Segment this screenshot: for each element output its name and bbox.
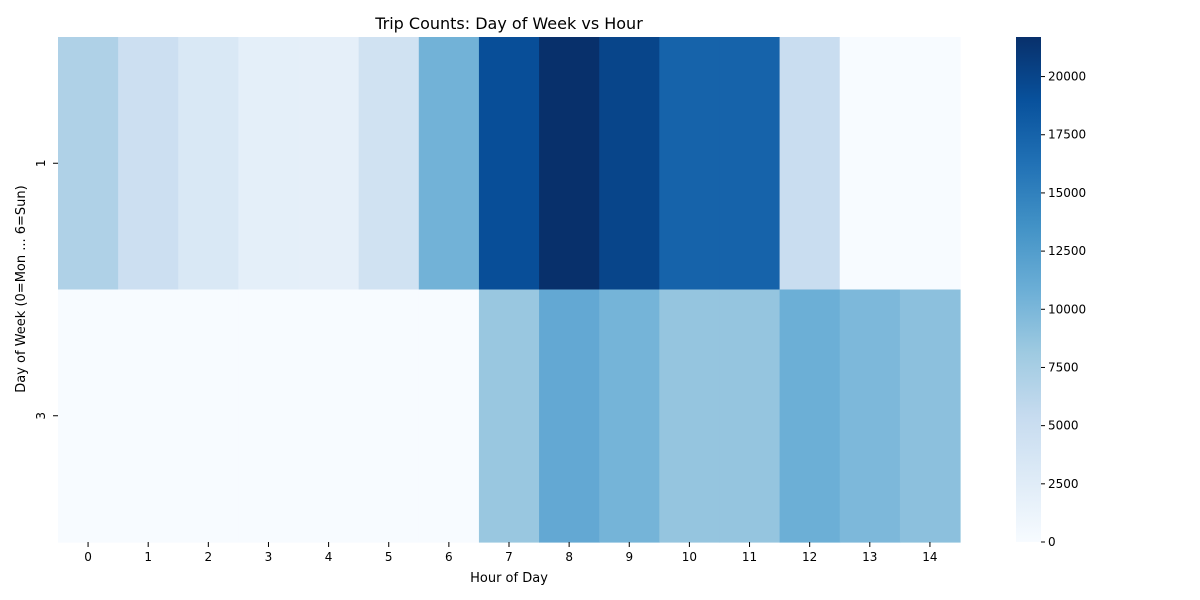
colorbar-tick-label: 10000 xyxy=(1048,302,1086,316)
heatmap-cell xyxy=(478,37,540,291)
colorbar-tick-label: 12500 xyxy=(1048,244,1086,258)
heatmap-cell xyxy=(779,289,841,543)
x-tick-label: 12 xyxy=(802,550,817,564)
heatmap-cell xyxy=(478,289,540,543)
x-tick-label: 9 xyxy=(625,550,633,564)
heatmap-cell xyxy=(779,37,841,291)
x-tick-label: 3 xyxy=(265,550,273,564)
heatmap-cell xyxy=(719,37,781,291)
x-tick-label: 0 xyxy=(84,550,92,564)
x-tick-label: 4 xyxy=(325,550,333,564)
chart-title: Trip Counts: Day of Week vs Hour xyxy=(374,14,643,33)
colorbar-tick-label: 20000 xyxy=(1048,70,1086,84)
y-axis-label: Day of Week (0=Mon ... 6=Sun) xyxy=(14,185,29,393)
x-axis: 0 1 2 3 4 5 6 7 8 9 10 11 12 13 14 xyxy=(84,542,938,564)
heatmap-cell xyxy=(178,289,239,543)
x-tick-label: 6 xyxy=(445,550,453,564)
colorbar-tick-label: 2500 xyxy=(1048,477,1079,491)
x-tick-label: 8 xyxy=(565,550,573,564)
heatmap-cell xyxy=(899,37,961,291)
x-tick-label: 10 xyxy=(682,550,697,564)
y-tick-label: 3 xyxy=(34,412,48,420)
heatmap-cell xyxy=(358,37,420,291)
heatmap-cell xyxy=(839,37,901,291)
heatmap-cell xyxy=(418,289,480,543)
heatmap-cell xyxy=(899,289,961,543)
heatmap-cell xyxy=(418,37,480,291)
colorbar-axis: 0 2500 5000 7500 10000 12500 15000 17500 20000 xyxy=(1041,70,1086,549)
heatmap-cell xyxy=(238,289,300,543)
x-tick-label: 13 xyxy=(862,550,877,564)
heatmap-cell xyxy=(298,37,360,291)
heatmap-cell xyxy=(178,37,239,291)
heatmap-cells xyxy=(58,37,961,543)
heatmap-cell xyxy=(719,289,781,543)
y-tick-label: 1 xyxy=(34,159,48,167)
heatmap-cell xyxy=(539,289,600,543)
x-tick-label: 11 xyxy=(742,550,757,564)
heatmap-cell xyxy=(599,289,660,543)
y-axis: 13 xyxy=(34,159,58,420)
colorbar-tick-label: 5000 xyxy=(1048,419,1079,433)
colorbar-tick-label: 17500 xyxy=(1048,128,1086,142)
x-tick-label: 7 xyxy=(505,550,513,564)
heatmap-cell xyxy=(659,289,721,543)
x-axis-label: Hour of Day xyxy=(470,571,548,586)
heatmap-cell xyxy=(659,37,721,291)
heatmap-cell xyxy=(839,289,901,543)
x-tick-label: 1 xyxy=(144,550,152,564)
heatmap-cell xyxy=(58,37,119,291)
colorbar-tick-label: 0 xyxy=(1048,535,1056,549)
heatmap-cell xyxy=(118,289,179,543)
heatmap-cell xyxy=(298,289,360,543)
x-tick-label: 2 xyxy=(205,550,213,564)
heatmap-cell xyxy=(58,289,119,543)
x-tick-label: 5 xyxy=(385,550,393,564)
heatmap-cell xyxy=(238,37,300,291)
heatmap-cell xyxy=(358,289,420,543)
colorbar-tick-label: 15000 xyxy=(1048,186,1086,200)
heatmap-cell xyxy=(599,37,660,291)
x-tick-label: 14 xyxy=(922,550,937,564)
colorbar-tick-label: 7500 xyxy=(1048,360,1079,374)
heatmap-cell xyxy=(118,37,179,291)
colorbar xyxy=(1016,37,1041,542)
heatmap-cell xyxy=(539,37,600,291)
